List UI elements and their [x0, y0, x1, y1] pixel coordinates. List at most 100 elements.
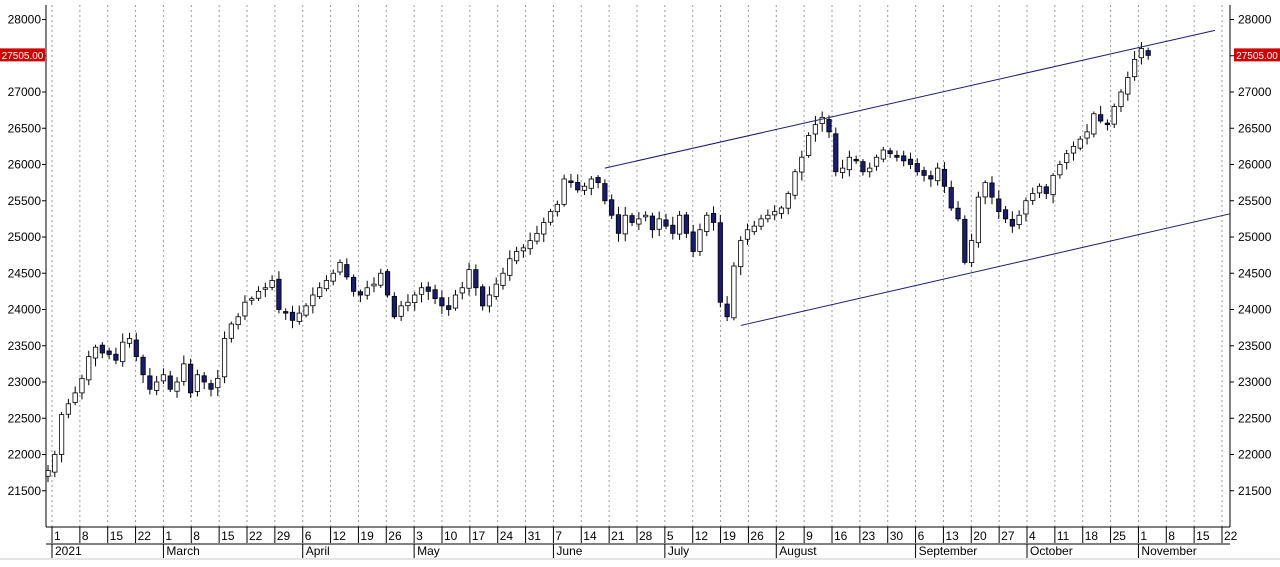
candle-body	[778, 207, 785, 214]
candle-body	[249, 298, 255, 301]
candle-body	[106, 350, 112, 355]
last-price-label: 27505.00	[2, 51, 44, 62]
candle-body	[663, 219, 669, 227]
candle-body	[1030, 193, 1036, 201]
candle-body	[398, 305, 404, 317]
candle-body	[568, 180, 574, 184]
candle-body	[1023, 200, 1029, 215]
candle-body	[561, 178, 567, 205]
candle-body	[235, 316, 241, 326]
last-price-tag-right	[1234, 48, 1280, 62]
x-tick-label: 31	[528, 529, 542, 543]
x-tick-label: 20	[973, 529, 987, 543]
month-label: March	[166, 544, 199, 558]
candle-body	[772, 211, 778, 216]
candle-body	[962, 218, 968, 263]
candle-body	[486, 294, 493, 307]
candle-body	[812, 124, 819, 135]
candle-body	[378, 272, 384, 286]
candle-body	[113, 353, 119, 361]
y-tick-label: 28000	[8, 13, 42, 27]
candle-body	[547, 211, 554, 223]
candle-body	[147, 375, 153, 390]
candle-body	[690, 231, 696, 252]
candle-body	[880, 149, 886, 160]
candle-body	[758, 218, 764, 227]
candle-body	[581, 185, 588, 191]
candle-body	[955, 207, 961, 220]
candle-body	[86, 356, 92, 381]
candle-body	[649, 215, 656, 231]
candle-body	[99, 344, 105, 354]
candle-body	[1057, 164, 1063, 176]
candle-body	[52, 454, 58, 473]
x-tick-label: 26	[388, 529, 402, 543]
candle-body	[1138, 48, 1144, 59]
x-tick-label: 5	[667, 529, 674, 543]
candle-body	[975, 196, 981, 244]
candle-body	[276, 278, 282, 310]
candle-body	[744, 229, 751, 240]
y-axis-right: 21500 22000 22500 23000 23500 24000 24500 25000…	[1230, 13, 1272, 498]
candle-body	[1104, 122, 1111, 126]
x-tick-label: 8	[193, 529, 200, 543]
candle-body	[996, 198, 1002, 213]
candle-body	[194, 374, 201, 392]
candle-body	[853, 158, 859, 162]
candle-body	[364, 287, 370, 296]
candle-body	[595, 177, 601, 184]
month-label: April	[306, 544, 330, 558]
candle-body	[1125, 77, 1131, 95]
trend-channel	[604, 29, 1231, 326]
candle-body	[120, 341, 126, 363]
candle-body	[656, 218, 662, 230]
x-tick-label: 24	[500, 529, 514, 543]
x-tick-label: 12	[333, 529, 347, 543]
x-tick-label: 3	[416, 529, 423, 543]
candle-body	[72, 392, 78, 403]
candle-body	[126, 338, 133, 344]
channel-upper-line	[604, 29, 1216, 169]
candle-body	[391, 295, 397, 318]
candle-body	[1036, 185, 1043, 194]
candle-body	[181, 363, 187, 382]
candle-body	[670, 224, 676, 234]
candle-body	[58, 414, 65, 455]
candle-body	[323, 280, 330, 290]
candle-body	[704, 214, 710, 232]
candle-body	[941, 168, 948, 187]
candle-body	[351, 276, 357, 292]
candle-body	[588, 178, 594, 189]
candle-body	[262, 287, 268, 290]
candle-body	[1002, 209, 1009, 220]
x-tick-label: 22	[138, 529, 152, 543]
x-tick-label: 8	[1168, 529, 1175, 543]
x-tick-label: 14	[583, 529, 597, 543]
candle-body	[452, 294, 459, 309]
month-label: May	[417, 544, 440, 558]
y-axis-left: 21500 22000 22500 23000 23500 24000 24500 25000…	[8, 13, 46, 498]
candle-body	[221, 338, 228, 378]
candle-body	[724, 303, 730, 318]
candle-body	[860, 161, 866, 173]
x-tick-label: 8	[82, 529, 89, 543]
y-tick-label: 25500	[8, 194, 42, 208]
y-tick-label: 25000	[1238, 230, 1272, 244]
candle-body	[636, 218, 642, 225]
candle-body	[683, 214, 689, 234]
candle-body	[873, 156, 880, 167]
candle-body	[357, 291, 363, 296]
last-price-tag-left	[0, 48, 45, 62]
candle-body	[622, 214, 628, 235]
y-tick-label: 22500	[1238, 411, 1272, 425]
channel-lower-line	[740, 213, 1231, 326]
candle-body	[337, 261, 343, 273]
candle-body	[914, 163, 920, 173]
x-tick-label: 29	[277, 529, 291, 543]
y-tick-label: 24000	[1238, 303, 1272, 317]
candle-body	[615, 214, 622, 234]
candle-body	[731, 265, 737, 319]
candle-body	[907, 158, 914, 165]
candle-body	[901, 155, 907, 162]
y-tick-label: 21500	[1238, 484, 1272, 498]
